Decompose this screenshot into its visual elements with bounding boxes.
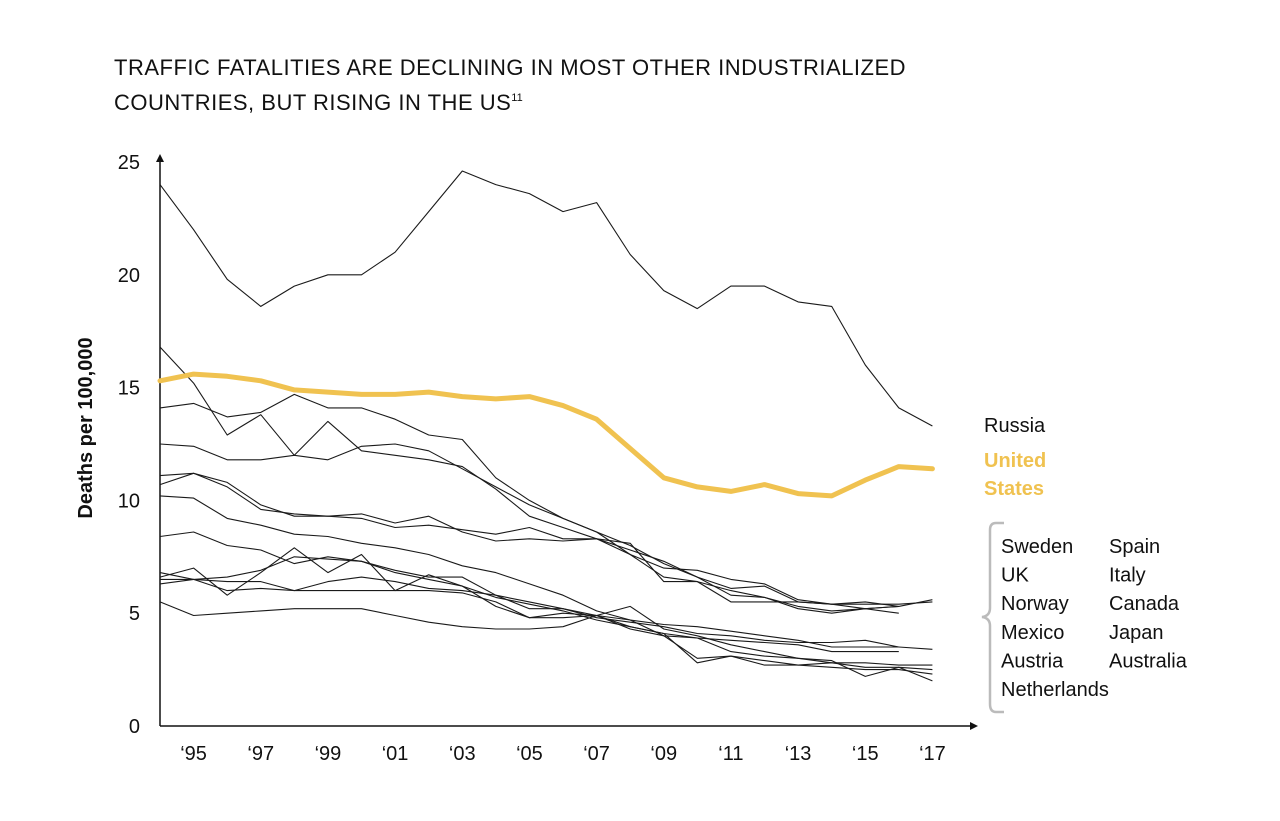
x-tick-label: ‘99 [315,743,342,765]
chart-title-line-2: COUNTRIES, BUT RISING IN THE US11 [114,83,1014,118]
series-labels: Russia United States Sweden Spain UK Italy Norw… [981,415,1188,714]
group-country-label: Australia [1109,650,1188,672]
united-states-label: United [984,450,1046,472]
y-tick-label: 0 [129,716,140,738]
group-country-label: Italy [1109,565,1146,587]
x-tick-label: ‘95 [180,743,207,765]
group-bracket [981,521,1004,714]
x-tick-label: ‘09 [650,743,677,765]
country-lines [159,170,933,682]
footnote-marker: 11 [511,92,523,104]
group-country-label: Austria [1001,650,1064,672]
chart-axes: 0 5 10 15 20 25 ‘95 ‘97 ‘99 ‘01 ‘03 ‘05 ‘07 ‘09 ‘11 ‘13… [75,152,978,765]
chart-title-line-1: TRAFFIC FATALITIES ARE DECLINING IN MOST… [114,55,907,80]
united-states-line [157,371,935,499]
y-tick-label: 10 [118,490,140,512]
country-line [159,495,933,650]
country-line [159,346,933,605]
x-tick-label: ‘97 [247,743,274,765]
x-tick-label: ‘15 [852,743,879,765]
group-country-label: Sweden [1001,536,1073,558]
group-country-label: Norway [1001,593,1069,615]
x-tick-label: ‘03 [449,743,476,765]
group-country-label: UK [1001,565,1029,587]
x-tick-label: ‘11 [718,743,743,765]
country-line [159,572,899,648]
x-axis-arrow-icon [970,722,978,730]
chart-title-line-2-text: COUNTRIES, BUT RISING IN THE US [114,90,512,115]
country-line [159,531,899,653]
y-tick-label: 5 [129,603,140,625]
y-axis-label: Deaths per 100,000 [75,337,97,518]
country-line [159,472,899,614]
x-tick-label: ‘13 [785,743,812,765]
y-tick-label: 15 [118,378,140,400]
group-country-label: Canada [1109,593,1180,615]
y-tick-label: 20 [118,265,140,287]
x-tick-label: ‘07 [583,743,610,765]
highlight-line-group [157,371,935,499]
country-line [160,578,933,666]
group-country-label: Netherlands [1001,679,1109,701]
country-line [159,393,899,614]
x-tick-label: ‘17 [919,743,946,765]
y-tick-label: 25 [118,152,140,174]
country-line [159,556,933,682]
x-tick-label: ‘01 [382,743,409,765]
chart-title: TRAFFIC FATALITIES ARE DECLINING IN MOST… [114,52,1014,118]
country-line [159,472,933,610]
russia-line [159,170,933,427]
group-country-label: Spain [1109,536,1160,558]
group-country-label: Mexico [1001,622,1064,644]
united-states-label: States [984,478,1044,500]
country-line [159,601,933,675]
y-axis-arrow-icon [156,154,164,162]
group-country-label: Japan [1109,622,1164,644]
russia-label: Russia [984,415,1046,437]
x-tick-label: ‘05 [516,743,543,765]
country-line [159,443,899,607]
